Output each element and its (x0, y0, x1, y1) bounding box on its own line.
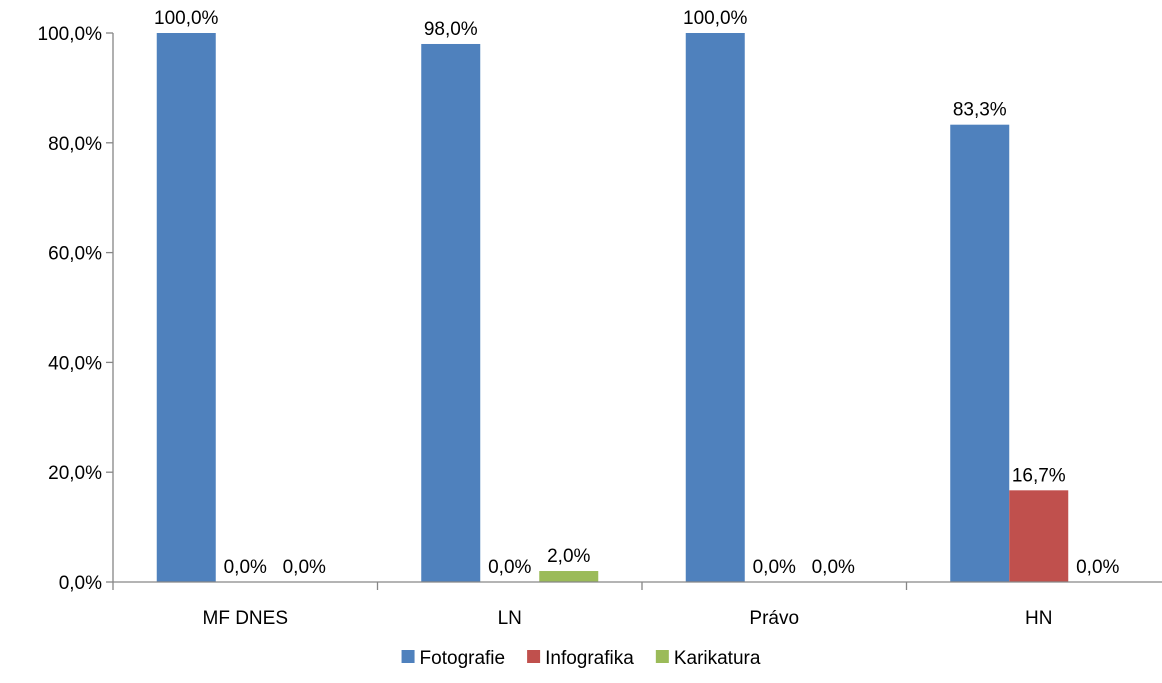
legend-label: Karikatura (674, 648, 761, 669)
bar-fotografie-1 (421, 43, 481, 583)
bar-infografika-3 (1009, 490, 1069, 582)
data-label: 100,0% (154, 8, 219, 29)
data-label: 83,3% (953, 100, 1007, 121)
legend-item-karikatura: Karikatura (655, 648, 761, 669)
legend-swatch (401, 650, 415, 663)
data-label: 0,0% (812, 557, 855, 578)
plot-area: 100,0% 0,0% 0,0% 98,0% 0,0% 2,0% 100,0% 0,0% 0,0… (154, 8, 1120, 583)
data-label: 100,0% (683, 8, 748, 29)
legend: Fotografie Infografika Karikatura (401, 648, 761, 669)
y-tick-label: 80,0% (48, 134, 102, 155)
legend-item-infografika: Infografika (527, 648, 634, 669)
x-category-label: HN (1025, 608, 1052, 629)
data-label: 0,0% (283, 557, 326, 578)
bar-fotografie-2 (685, 33, 745, 582)
data-label: 16,7% (1012, 465, 1066, 486)
bar-karikatura-1 (539, 571, 599, 582)
x-category-label: MF DNES (203, 608, 289, 629)
data-label: 0,0% (224, 557, 267, 578)
axes: 0,0% 20,0% 40,0% 60,0% 80,0% 100,0% MF DNES LN P… (38, 24, 1162, 629)
data-label: 0,0% (488, 557, 531, 578)
data-label: 0,0% (753, 557, 796, 578)
bar-fotografie-0 (156, 33, 216, 582)
y-tick-label: 60,0% (48, 244, 102, 265)
legend-swatch (527, 650, 541, 663)
bar-fotografie-3 (950, 124, 1010, 583)
data-label: 2,0% (547, 546, 590, 567)
legend-item-fotografie: Fotografie (401, 648, 506, 669)
data-label: 0,0% (1076, 557, 1119, 578)
y-tick-label: 0,0% (59, 573, 102, 594)
legend-label: Infografika (545, 648, 634, 669)
x-category-label: Právo (749, 608, 799, 629)
legend-label: Fotografie (420, 648, 506, 669)
y-tick-label: 20,0% (48, 463, 102, 484)
legend-swatch (655, 650, 669, 663)
y-tick-label: 40,0% (48, 353, 102, 374)
y-tick-label: 100,0% (38, 24, 103, 45)
data-label: 98,0% (424, 19, 478, 40)
x-category-label: LN (498, 608, 522, 629)
